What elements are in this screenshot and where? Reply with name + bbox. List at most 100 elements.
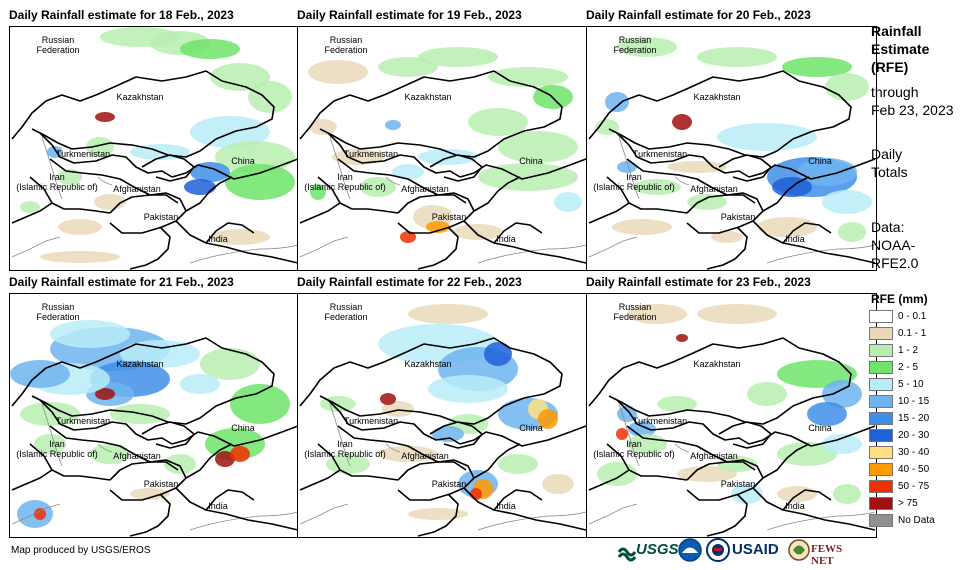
rainfall-area [432,426,464,442]
fews-net-logo: FEWS NET [788,538,860,567]
rainfall-area [385,120,401,130]
rainfall-area [838,222,866,242]
rainfall-area [597,462,637,486]
country-border [718,421,772,449]
country-label-china: China [519,156,543,166]
sidebar-title-line: Estimate [871,41,930,57]
country-border [588,337,852,425]
country-border [626,425,756,471]
country-border [606,176,688,214]
rainfall-area [697,304,777,324]
rainfall-area [822,434,862,454]
country-label-china: China [231,156,255,166]
country-label-iran: (Islamic Republic of) [304,449,386,459]
country-label-russia: Federation [36,312,80,322]
country-label-turkmenistan: Turkmenistan [55,149,111,159]
country-label-kazakhstan: Kazakhstan [404,92,452,102]
rainfall-area [210,63,270,91]
country-label-russia: Federation [324,312,368,322]
water-line [674,443,690,453]
legend-swatch [869,395,893,408]
rainfall-area [230,384,290,424]
country-label-iran: Iran [49,172,65,182]
water-line [189,244,299,264]
panel-title: Daily Rainfall estimate for 20 Feb., 202… [586,8,811,22]
country-border [29,443,111,481]
country-label-china: China [231,423,255,433]
rainfall-area [230,446,250,462]
rainfall-area [657,396,697,412]
country-label-turkmenistan: Turkmenistan [343,149,399,159]
country-border [175,487,299,531]
legend-item: 2 - 5 [869,360,959,376]
country-label-pakistan: Pakistan [143,479,179,489]
country-border [782,222,832,244]
legend-label: 0.1 - 1 [898,328,927,339]
map-graphic [588,37,876,270]
rainfall-area [757,217,817,237]
country-border [175,220,299,264]
rainfall-area [825,73,869,101]
rainfall-area [672,114,692,130]
legend-label: 40 - 50 [898,464,930,475]
rainfall-area [210,229,270,245]
rainfall-map: Russian Federation Kazakhstan Turkmenistan C… [586,293,877,538]
rainfall-area [498,454,538,474]
water-line [588,503,638,525]
sidebar-title-line: (RFE) [871,59,909,75]
rainfall-area [498,131,578,163]
country-border [11,469,53,491]
rainfall-area [50,320,130,348]
water-line [11,236,61,258]
country-label-russia: Russian [41,35,75,45]
country-label-afghanistan: Afghanistan [401,184,449,194]
rainfall-area [382,401,414,417]
country-border [706,226,748,270]
through-label: through [871,84,919,100]
country-label-india: India [496,234,516,244]
country-label-afghanistan: Afghanistan [690,184,738,194]
rainfall-area [200,348,260,380]
country-label-india: India [496,501,516,511]
country-border [205,489,255,511]
rainfall-area [428,375,508,403]
rainfall-area [633,179,681,195]
rainfall-area [378,57,438,77]
rainfall-area [677,466,737,482]
data-source-line: NOAA- [871,237,916,253]
country-border [417,226,459,270]
legend-item: 0 - 0.1 [869,309,959,325]
rainfall-area [717,123,817,151]
legend-label: 0 - 0.1 [898,311,927,322]
country-border [463,220,587,264]
rainfall-area [310,184,326,200]
rainfall-area [667,161,727,173]
rainfall-area [164,454,196,474]
country-label-pakistan: Pakistan [431,479,467,489]
water-line [329,136,351,200]
rainfall-area [190,116,270,148]
water-line [477,244,587,264]
legend-swatch [869,480,893,493]
country-border [397,192,475,234]
water-line [618,136,640,200]
usgs-logo-text: USGS [636,541,679,558]
country-border [493,222,543,244]
water-line [674,176,690,186]
rainfall-area [822,380,862,408]
rainfall-area [554,192,582,212]
legend-swatch [869,514,893,527]
legend-label: 15 - 20 [898,413,930,424]
rainfall-area [470,488,482,500]
legend-label: 50 - 75 [898,481,930,492]
water-line [618,403,640,467]
country-border [588,70,852,158]
rainfall-area [248,81,292,113]
panel-title: Daily Rainfall estimate for 19 Feb., 202… [297,8,522,22]
country-border [39,132,173,178]
panel-title: Daily Rainfall estimate for 21 Feb., 202… [9,275,234,289]
country-border [317,176,399,214]
country-border [299,469,341,491]
data-label: Data: [871,219,905,235]
water-line [97,176,113,186]
